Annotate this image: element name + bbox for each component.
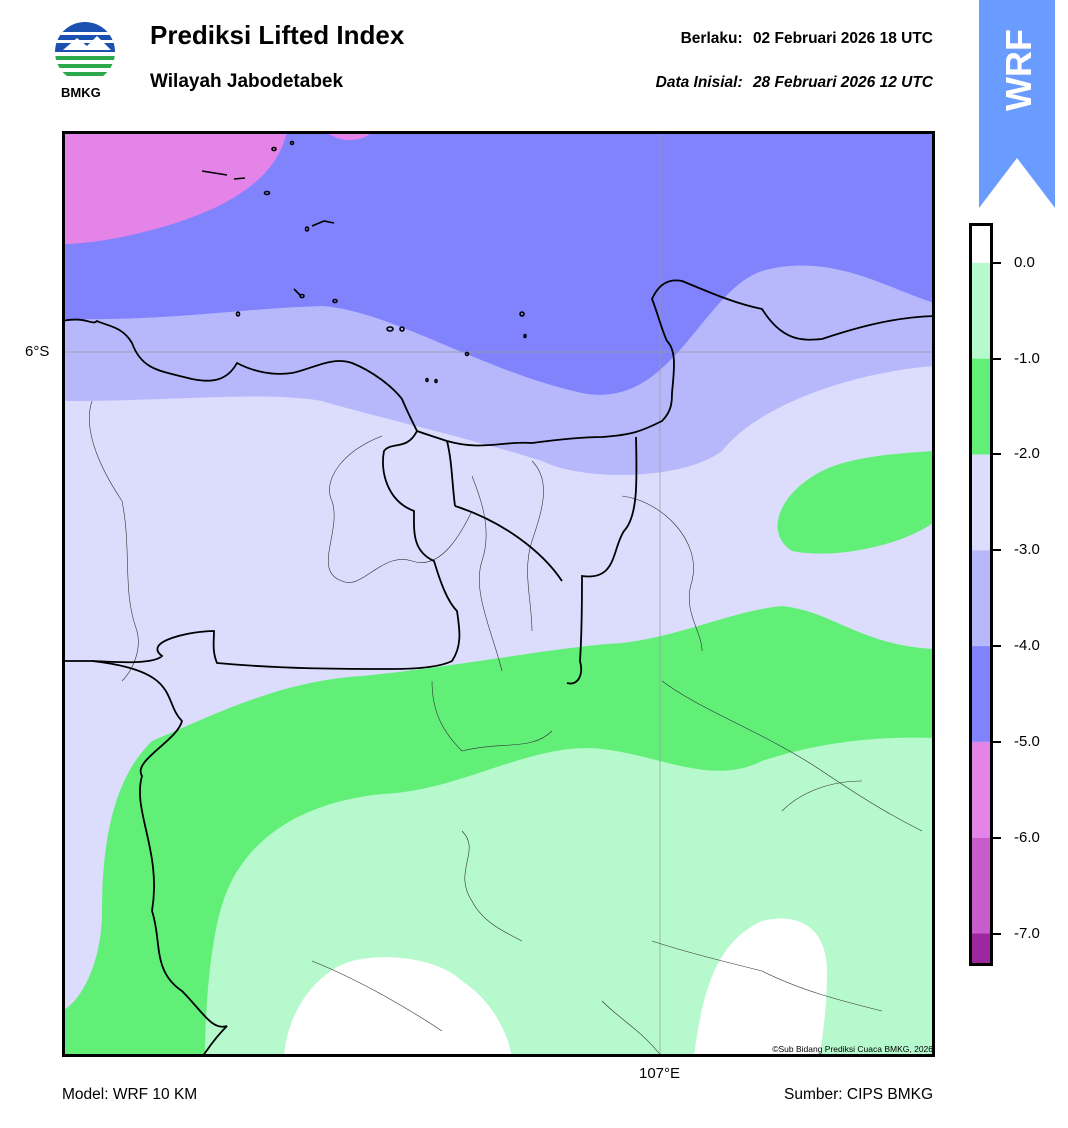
logo-text: BMKG	[61, 85, 101, 100]
valid-value: 02 Februari 2026 18 UTC	[752, 30, 933, 47]
colorbar-band	[972, 454, 990, 551]
badge-text: WRF	[998, 29, 1039, 111]
colorbar-tick	[993, 453, 1001, 456]
colorbar-band	[972, 741, 990, 838]
forecast-map	[62, 131, 935, 1057]
page-subtitle: Wilayah Jabodetabek	[150, 71, 344, 92]
colorbar-band	[972, 837, 990, 934]
colorbar-tick-label: -1.0	[1014, 349, 1040, 367]
colorbar-band	[972, 358, 990, 455]
district-borders	[89, 400, 923, 1057]
islands	[201, 140, 527, 384]
li-band-blue	[62, 131, 935, 395]
colorbar-tick-label: 0.0	[1014, 253, 1035, 271]
colorbar-tick-label: -5.0	[1014, 732, 1040, 750]
colorbar-frame	[969, 223, 993, 966]
colorbar-tick	[993, 836, 1001, 839]
colorbar-tick	[993, 932, 1001, 935]
colorbar-band	[972, 646, 990, 742]
valid-label: Berlaku:	[680, 30, 743, 47]
valid-time: Berlaku: 02 Februari 2026 18 UTC	[681, 30, 933, 48]
colorbar-tick	[993, 549, 1001, 552]
map-frame	[62, 131, 935, 1057]
colorbar-tick-label: -4.0	[1014, 637, 1040, 655]
source-label: Sumber: CIPS BMKG	[783, 1086, 933, 1103]
bmkg-logo-icon	[55, 22, 115, 82]
colorbar-band	[972, 933, 990, 963]
init-value: 28 Februari 2026 12 UTC	[752, 74, 933, 91]
li-band-white-2	[694, 918, 827, 1057]
colorbar-band	[972, 550, 990, 647]
li-band-white-1	[284, 957, 512, 1057]
init-label: Data Inisial:	[655, 74, 743, 91]
wrf-badge: WRF	[979, 0, 1055, 208]
colorbar-tick	[993, 357, 1001, 360]
copyright-note: ©Sub Bidang Prediksi Cuaca BMKG, 2026	[772, 1044, 933, 1054]
colorbar	[969, 223, 993, 966]
model-label: Model: WRF 10 KM	[62, 1086, 198, 1103]
li-band-magenta	[62, 131, 287, 244]
colorbar-band	[972, 262, 990, 359]
colorbar-band	[972, 226, 990, 263]
colorbar-tick	[993, 740, 1001, 743]
colorbar-tick-label: -6.0	[1014, 828, 1040, 846]
colorbar-tick-label: -2.0	[1014, 445, 1040, 463]
coastline	[62, 279, 935, 1057]
colorbar-tick	[993, 645, 1001, 648]
lon-label: 107°E	[639, 1065, 681, 1082]
li-band-green-east	[777, 451, 935, 554]
colorbar-tick-label: -3.0	[1014, 541, 1040, 559]
colorbar-tick-label: -7.0	[1014, 924, 1040, 942]
lat-label: 6°S	[25, 343, 50, 360]
colorbar-tick	[993, 261, 1001, 264]
init-time: Data Inisial: 28 Februari 2026 12 UTC	[656, 74, 933, 92]
page-title: Prediksi Lifted Index	[150, 20, 405, 50]
